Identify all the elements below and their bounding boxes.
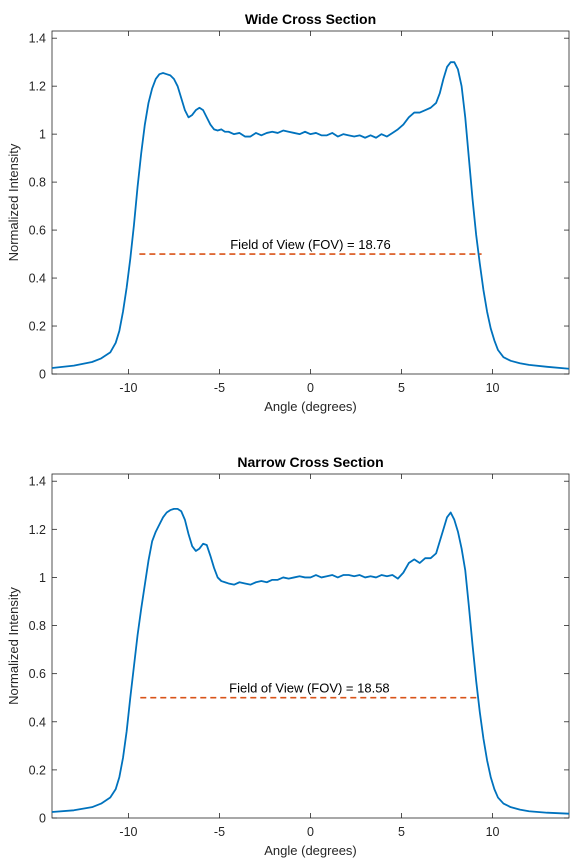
x-tick-label: -10 <box>119 825 137 839</box>
chart-panel-2: Narrow Cross Section -10 -5 0 5 10 0 0.2 0.4 0.6 0… <box>6 454 570 858</box>
y-tick-label: 0.2 <box>29 763 46 777</box>
y-tick-label: 0.4 <box>29 272 46 286</box>
axes-box <box>51 30 570 375</box>
y-tick-label: 0.8 <box>29 176 46 190</box>
y-tick-label: 1 <box>39 128 46 142</box>
fov-annotation: Field of View (FOV) = 18.58 <box>229 681 390 696</box>
x-tick-label: 0 <box>307 381 314 395</box>
x-tick-label: -5 <box>214 825 225 839</box>
y-tick-label: 1.2 <box>29 523 46 537</box>
y-tick-label: 1 <box>39 571 46 585</box>
x-tick-label: 10 <box>486 825 500 839</box>
y-tick-label: 0 <box>39 368 46 382</box>
x-tick-label: 5 <box>398 825 405 839</box>
intensity-line <box>51 507 570 815</box>
y-tick-label: 0 <box>39 812 46 826</box>
y-tick-label: 1.4 <box>29 475 46 489</box>
fov-annotation: Field of View (FOV) = 18.76 <box>230 237 391 252</box>
y-tick-label: 0.2 <box>29 320 46 334</box>
y-tick-label: 1.2 <box>29 80 46 94</box>
x-axis-label: Angle (degrees) <box>264 399 357 414</box>
y-axis-label: Normalized Intensity <box>6 587 21 705</box>
y-tick-label: 0.6 <box>29 667 46 681</box>
chart-panel-1: Wide Cross Section -10 -5 0 5 10 0 0.2 0.4 0.6 0.8… <box>6 11 570 414</box>
chart-title: Narrow Cross Section <box>237 454 383 470</box>
y-axis-label: Normalized Intensity <box>6 143 21 261</box>
x-tick-label: -10 <box>119 381 137 395</box>
x-tick-label: 10 <box>486 381 500 395</box>
y-tick-label: 0.6 <box>29 224 46 238</box>
chart-title: Wide Cross Section <box>245 11 376 27</box>
axes-box <box>51 473 570 819</box>
x-tick-label: 5 <box>398 381 405 395</box>
x-tick-label: 0 <box>307 825 314 839</box>
intensity-line <box>51 61 570 370</box>
x-axis-label: Angle (degrees) <box>264 843 357 858</box>
y-tick-label: 0.4 <box>29 715 46 729</box>
y-tick-label: 1.4 <box>29 32 46 46</box>
x-tick-label: -5 <box>214 381 225 395</box>
y-tick-label: 0.8 <box>29 619 46 633</box>
